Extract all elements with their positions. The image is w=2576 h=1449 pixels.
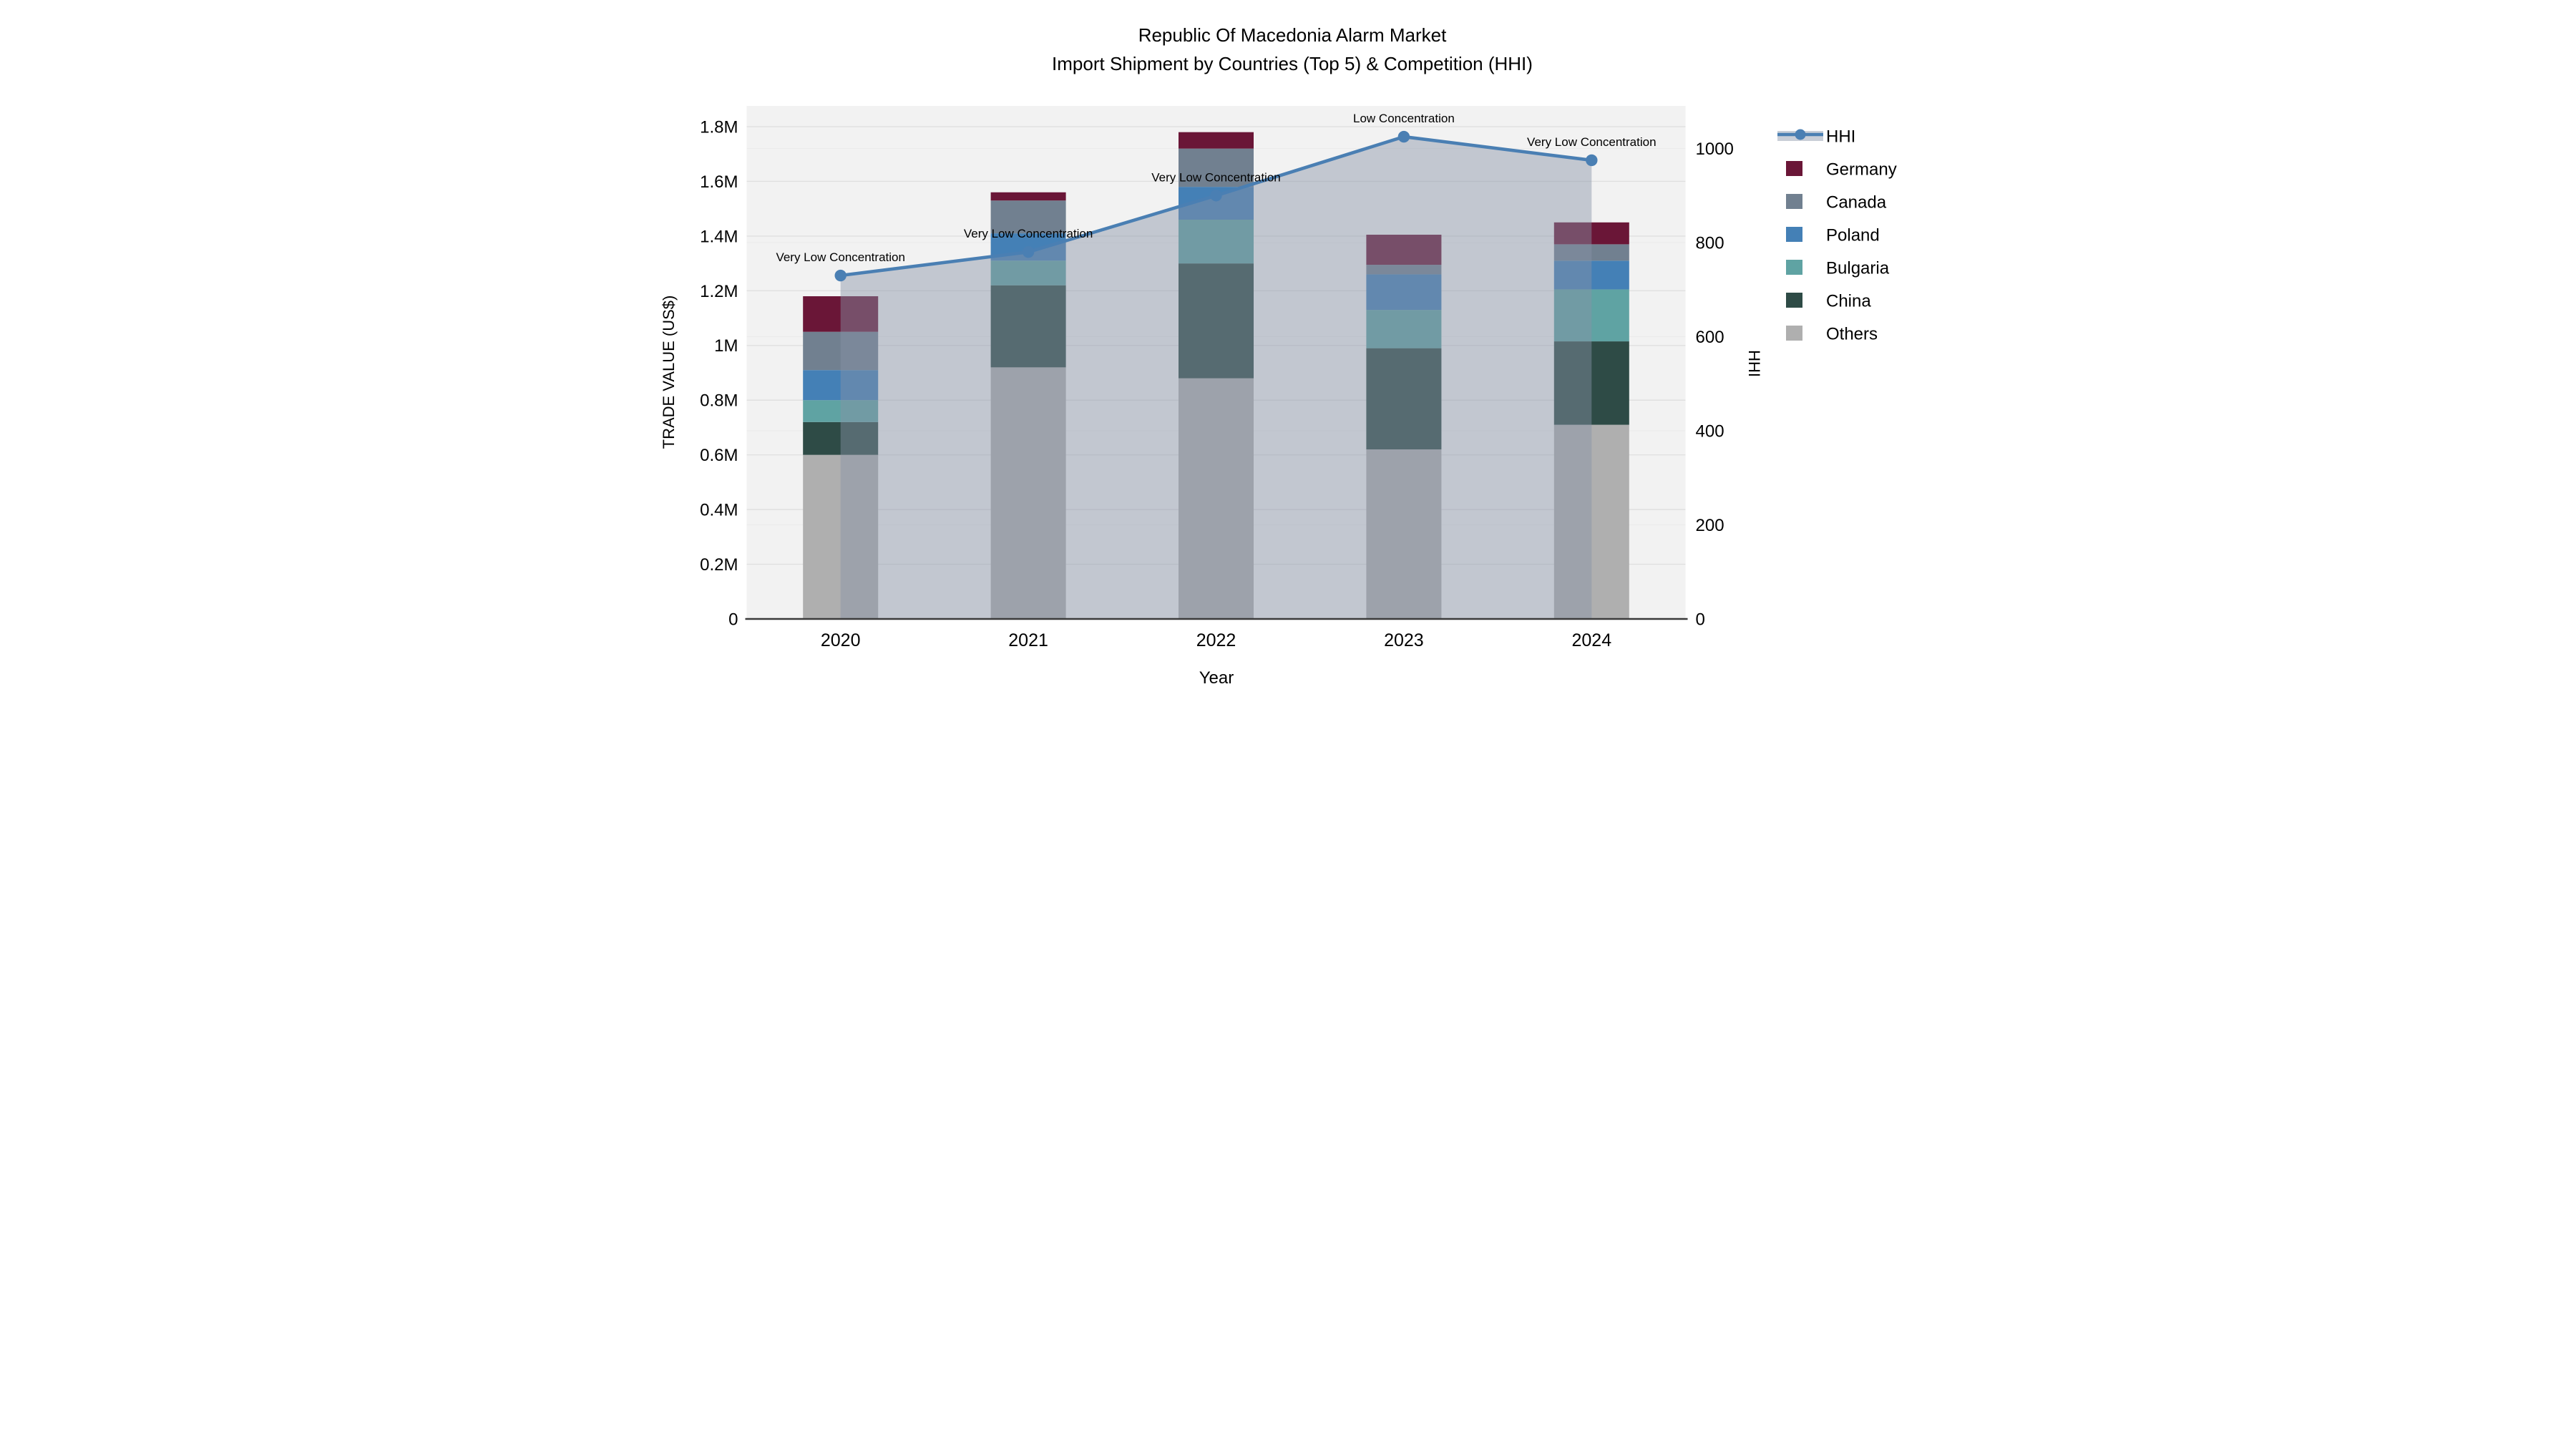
hhi-marker-2024[interactable] <box>1586 154 1598 167</box>
legend-swatch-others <box>1786 326 1802 341</box>
legend-swatch-bulgaria <box>1786 260 1802 275</box>
legend-item-poland[interactable]: Poland <box>1786 225 1880 245</box>
y-right-tick-200: 200 <box>1696 516 1724 535</box>
legend-item-others[interactable]: Others <box>1786 324 1878 343</box>
bar-segment-bulgaria-2022[interactable] <box>1179 219 1254 264</box>
hhi-area-and-line <box>834 130 1598 619</box>
bar-segment-canada-2021[interactable] <box>990 200 1066 234</box>
y-right-tick-600: 600 <box>1696 328 1724 347</box>
y-axis-title-left: TRADE VALUE (US$) <box>660 296 678 449</box>
bar-segment-bulgaria-2021[interactable] <box>990 260 1066 286</box>
legend-label-others: Others <box>1826 324 1878 343</box>
chart-title-line1: Republic Of Macedonia Alarm Market <box>1138 24 1447 46</box>
y-right-tick-1000: 1000 <box>1696 140 1734 159</box>
x-axis-title: Year <box>1199 668 1234 688</box>
legend-label-bulgaria: Bulgaria <box>1826 258 1890 278</box>
bar-segment-germany-2020[interactable] <box>803 296 879 332</box>
chart-title-line2: Import Shipment by Countries (Top 5) & C… <box>1052 53 1533 74</box>
legend-hhi-marker <box>1795 129 1806 140</box>
stacked-bars <box>803 132 1629 619</box>
y-left-tick-0.6M: 0.6M <box>700 446 738 465</box>
y-right-tick-800: 800 <box>1696 233 1724 253</box>
legend-item-china[interactable]: China <box>1786 291 1871 311</box>
bar-segment-others-2021[interactable] <box>990 367 1066 619</box>
y-left-tick-1.6M: 1.6M <box>700 172 738 192</box>
bar-segment-others-2023[interactable] <box>1366 449 1442 619</box>
y-right-tick-400: 400 <box>1696 421 1724 441</box>
bar-segment-china-2021[interactable] <box>990 285 1066 368</box>
legend-label-china: China <box>1826 291 1871 311</box>
legend-label-canada: Canada <box>1826 192 1887 212</box>
y-left-tick-1M: 1M <box>714 336 738 356</box>
legend-item-bulgaria[interactable]: Bulgaria <box>1786 258 1890 278</box>
legend-item-hhi[interactable]: HHI <box>1777 127 1855 146</box>
bar-segment-germany-2022[interactable] <box>1179 132 1254 149</box>
figure: Very Low Concentration Very Low Concentra… <box>644 0 1932 725</box>
y-left-tick-1.2M: 1.2M <box>700 282 738 301</box>
annotations: Very Low Concentration Very Low Concentra… <box>776 112 1656 264</box>
x-tick-2020[interactable]: 2020 <box>821 630 861 650</box>
legend-label-hhi: HHI <box>1826 127 1855 146</box>
legend-swatch-poland <box>1786 227 1802 242</box>
y-axis-title-right: HHI <box>1745 350 1763 377</box>
annotation-2021: Very Low Concentration <box>964 227 1093 240</box>
y-left-tick-0: 0 <box>728 610 738 629</box>
annotation-2020: Very Low Concentration <box>776 250 905 264</box>
x-tick-2022[interactable]: 2022 <box>1196 630 1236 650</box>
legend-item-germany[interactable]: Germany <box>1786 160 1897 179</box>
bar-segment-canada-2020[interactable] <box>803 331 879 371</box>
y-left-tick-0.2M: 0.2M <box>700 555 738 575</box>
bar-segment-germany-2023[interactable] <box>1366 235 1442 265</box>
bar-segment-others-2020[interactable] <box>803 454 879 619</box>
y-right-tick-0: 0 <box>1696 610 1705 629</box>
bar-segment-bulgaria-2024[interactable] <box>1553 289 1629 342</box>
legend-swatch-germany <box>1786 161 1802 176</box>
bar-segment-poland-2020[interactable] <box>803 370 879 401</box>
bar-segment-germany-2021[interactable] <box>990 192 1066 201</box>
bar-segment-poland-2024[interactable] <box>1553 260 1629 290</box>
bar-segment-china-2020[interactable] <box>803 421 879 455</box>
bar-segment-others-2022[interactable] <box>1179 378 1254 619</box>
legend-item-canada[interactable]: Canada <box>1786 192 1887 212</box>
y-left-tick-1.8M: 1.8M <box>700 117 738 137</box>
y-left-tick-0.4M: 0.4M <box>700 501 738 520</box>
bar-segment-canada-2023[interactable] <box>1366 265 1442 275</box>
legend-label-germany: Germany <box>1826 160 1897 179</box>
bar-segment-poland-2023[interactable] <box>1366 274 1442 311</box>
bar-segment-canada-2022[interactable] <box>1179 148 1254 187</box>
hhi-marker-2021[interactable] <box>1022 245 1035 258</box>
legend-swatch-china <box>1786 293 1802 308</box>
hhi-marker-2023[interactable] <box>1397 130 1410 143</box>
bar-segment-china-2024[interactable] <box>1553 341 1629 425</box>
x-tick-2023[interactable]: 2023 <box>1384 630 1424 650</box>
hhi-marker-2022[interactable] <box>1210 190 1222 202</box>
chart-canvas: Very Low Concentration Very Low Concentra… <box>660 24 1897 688</box>
annotation-2023: Low Concentration <box>1353 112 1455 125</box>
y-left-tick-1.4M: 1.4M <box>700 227 738 246</box>
annotation-2024: Very Low Concentration <box>1527 135 1657 149</box>
legend: HHI Germany Canada Poland Bulgaria China Other… <box>1777 127 1897 343</box>
hhi-marker-2020[interactable] <box>834 269 847 282</box>
legend-label-poland: Poland <box>1826 225 1880 245</box>
legend-swatch-canada <box>1786 194 1802 209</box>
annotation-2022: Very Low Concentration <box>1151 170 1281 184</box>
bar-segment-germany-2024[interactable] <box>1553 222 1629 245</box>
y-left-tick-0.8M: 0.8M <box>700 391 738 411</box>
bar-segment-china-2022[interactable] <box>1179 263 1254 379</box>
axes: 0 0.2M 0.4M 0.6M 0.8M 1M 1.2M 1.4M 1.6M 1.8M 0 200 4… <box>700 117 1734 650</box>
bar-segment-bulgaria-2020[interactable] <box>803 400 879 422</box>
bar-segment-bulgaria-2023[interactable] <box>1366 310 1442 348</box>
bar-segment-china-2023[interactable] <box>1366 348 1442 450</box>
bar-segment-canada-2024[interactable] <box>1553 244 1629 261</box>
x-tick-2021[interactable]: 2021 <box>1008 630 1048 650</box>
bar-segment-others-2024[interactable] <box>1553 424 1629 619</box>
x-tick-2024[interactable]: 2024 <box>1571 630 1611 650</box>
